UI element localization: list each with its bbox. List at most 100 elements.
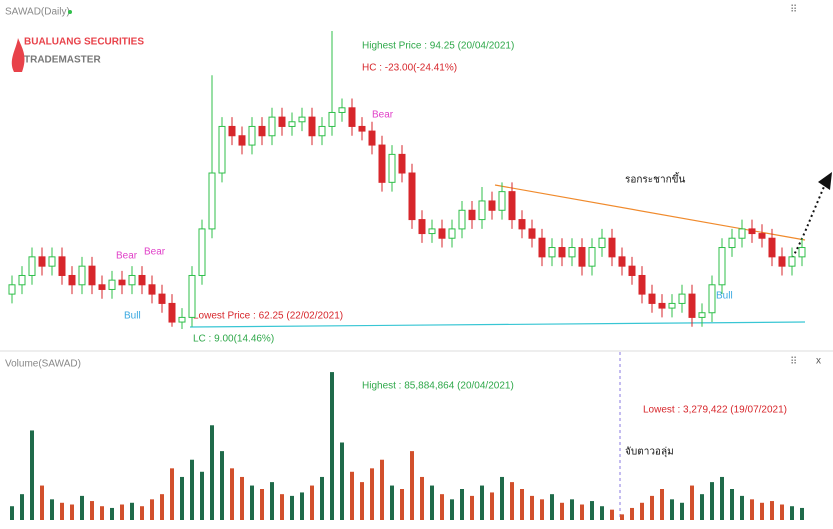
candle-body xyxy=(628,265,636,276)
pane-menu[interactable]: ⠿ xyxy=(790,5,797,16)
candle-body xyxy=(78,265,86,286)
volume-bar xyxy=(10,506,14,520)
close-button[interactable]: x xyxy=(816,356,821,367)
volume-bar xyxy=(660,489,664,520)
candle-body xyxy=(538,237,546,258)
candle-body xyxy=(518,219,526,230)
volume-bar xyxy=(680,502,684,520)
candle-body xyxy=(498,191,506,211)
candle-body xyxy=(698,312,706,318)
candle-body xyxy=(508,191,516,221)
volume-bar xyxy=(710,482,714,520)
candle-body xyxy=(228,125,236,137)
candle-body xyxy=(158,293,166,304)
volume-bar xyxy=(600,506,604,520)
volume-bar xyxy=(630,507,634,520)
volume-bar xyxy=(70,504,74,520)
candle-body xyxy=(638,274,646,295)
candle-body xyxy=(448,228,456,239)
candle-body xyxy=(728,237,736,249)
logo-product: TRADEMASTER xyxy=(24,55,101,66)
volume-bar xyxy=(770,501,774,520)
candle-body xyxy=(88,265,96,286)
candle-body xyxy=(138,274,146,286)
volume-bar xyxy=(250,485,254,520)
volume-bar xyxy=(80,495,84,520)
candle-body xyxy=(198,228,206,276)
volume-bar xyxy=(320,476,324,520)
note: รอกระชากขึ้น xyxy=(625,172,685,186)
signal-label: Bull xyxy=(124,311,141,322)
candle-body xyxy=(588,247,596,267)
candle-body xyxy=(788,256,796,267)
signal-label: Bear xyxy=(372,110,394,121)
candle-body xyxy=(598,237,606,249)
candle-body xyxy=(8,284,16,295)
volume-bar xyxy=(150,499,154,520)
volume-bar xyxy=(790,506,794,520)
volume-bar xyxy=(460,489,464,520)
volume-bar xyxy=(330,372,334,520)
volume-bar xyxy=(750,499,754,520)
candle-body xyxy=(28,256,36,276)
candle-body xyxy=(678,293,686,304)
candle-body xyxy=(238,135,246,146)
candle-body xyxy=(608,237,616,258)
volume-bar xyxy=(140,506,144,520)
volume-bar xyxy=(640,502,644,520)
candle-body xyxy=(268,116,276,137)
volume-bar xyxy=(290,495,294,520)
volume-bar xyxy=(280,494,284,520)
candle-body xyxy=(418,219,426,235)
volume-bar xyxy=(510,482,514,520)
volume-bar xyxy=(40,485,44,520)
candle-body xyxy=(348,107,356,127)
volume-bar xyxy=(780,504,784,520)
candle-body xyxy=(288,121,296,127)
candle-body xyxy=(718,247,726,286)
volume-bar xyxy=(100,506,104,520)
volume-bar xyxy=(550,494,554,520)
volume-bar xyxy=(440,494,444,520)
volume-bar xyxy=(800,507,804,520)
volume-bar xyxy=(310,485,314,520)
logo-flame xyxy=(11,38,25,72)
volume-bar xyxy=(340,442,344,520)
candle-body xyxy=(668,302,676,309)
candle-body xyxy=(658,302,666,309)
candle-body xyxy=(548,247,556,258)
candle-body xyxy=(58,256,66,276)
hc-label: HC : -23.00(-24.41%) xyxy=(362,63,457,74)
volume-bar xyxy=(540,499,544,520)
candle-body xyxy=(468,209,476,221)
volume-bar xyxy=(30,430,34,520)
volume-bar xyxy=(590,501,594,520)
candle-body xyxy=(648,293,656,304)
volume-bar xyxy=(620,514,624,520)
volume-bar xyxy=(740,495,744,520)
candle-body xyxy=(708,284,716,314)
candle-body xyxy=(18,274,26,286)
candle-body xyxy=(768,237,776,258)
candle-body xyxy=(578,247,586,267)
volume-bar xyxy=(190,459,194,520)
candle-body xyxy=(258,125,266,137)
volume-bar xyxy=(490,492,494,520)
pane-menu[interactable]: ⠿ xyxy=(790,357,797,368)
volume-bar xyxy=(240,476,244,520)
volume-bar xyxy=(650,495,654,520)
volume-highest: Highest : 85,884,864 (20/04/2021) xyxy=(362,381,514,392)
volume-bar xyxy=(380,459,384,520)
volume-bar xyxy=(730,489,734,520)
volume-bar xyxy=(170,468,174,520)
candle-body xyxy=(778,256,786,267)
signal-label: Bear xyxy=(116,251,138,262)
volume-bar xyxy=(350,471,354,520)
candle-body xyxy=(688,293,696,318)
volume-bar xyxy=(470,495,474,520)
signal-label: Bull xyxy=(716,291,733,302)
volume-lowest: Lowest : 3,279,422 (19/07/2021) xyxy=(643,405,787,416)
volume-bar xyxy=(500,476,504,520)
candle-body xyxy=(438,228,446,239)
